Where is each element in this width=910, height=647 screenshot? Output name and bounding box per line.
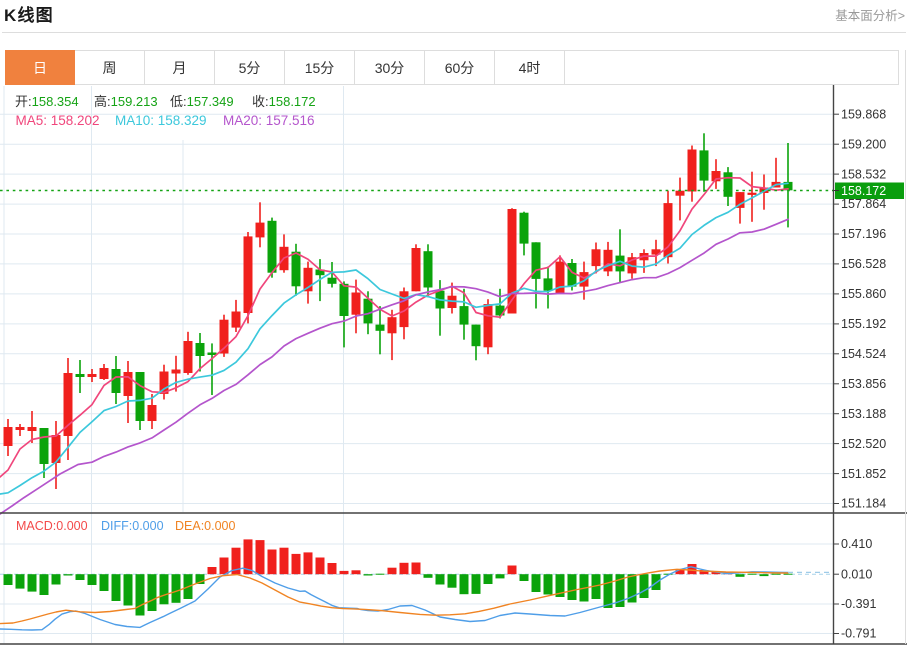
svg-text:MA10: 158.329: MA10: 158.329 xyxy=(115,113,207,128)
svg-text:158.532: 158.532 xyxy=(841,167,886,181)
svg-text:-0.391: -0.391 xyxy=(841,597,876,611)
svg-text:开:158.354: 开:158.354 xyxy=(15,94,79,109)
svg-text:156.528: 156.528 xyxy=(841,257,886,271)
svg-text:151.852: 151.852 xyxy=(841,467,886,481)
svg-text:151.184: 151.184 xyxy=(841,497,886,511)
svg-text:0.410: 0.410 xyxy=(841,537,872,551)
svg-text:DIFF:0.000: DIFF:0.000 xyxy=(101,519,164,533)
svg-text:153.188: 153.188 xyxy=(841,407,886,421)
svg-text:低:157.349: 低:157.349 xyxy=(170,94,234,109)
svg-text:154.524: 154.524 xyxy=(841,347,886,361)
svg-text:159.868: 159.868 xyxy=(841,107,886,121)
svg-text:MACD:0.000: MACD:0.000 xyxy=(16,519,88,533)
svg-text:155.860: 155.860 xyxy=(841,287,886,301)
svg-text:159.200: 159.200 xyxy=(841,137,886,151)
svg-text:MA20: 157.516: MA20: 157.516 xyxy=(223,113,315,128)
svg-text:DEA:0.000: DEA:0.000 xyxy=(175,519,236,533)
svg-text:高:159.213: 高:159.213 xyxy=(94,94,158,109)
svg-text:MA5: 158.202: MA5: 158.202 xyxy=(16,113,100,128)
svg-text:153.856: 153.856 xyxy=(841,377,886,391)
svg-text:155.192: 155.192 xyxy=(841,317,886,331)
svg-text:收:158.172: 收:158.172 xyxy=(252,94,316,109)
svg-text:158.172: 158.172 xyxy=(841,184,886,198)
svg-text:157.196: 157.196 xyxy=(841,227,886,241)
svg-text:152.520: 152.520 xyxy=(841,437,886,451)
svg-text:157.864: 157.864 xyxy=(841,197,886,211)
svg-text:-0.791: -0.791 xyxy=(841,627,876,641)
svg-text:0.010: 0.010 xyxy=(841,567,872,581)
